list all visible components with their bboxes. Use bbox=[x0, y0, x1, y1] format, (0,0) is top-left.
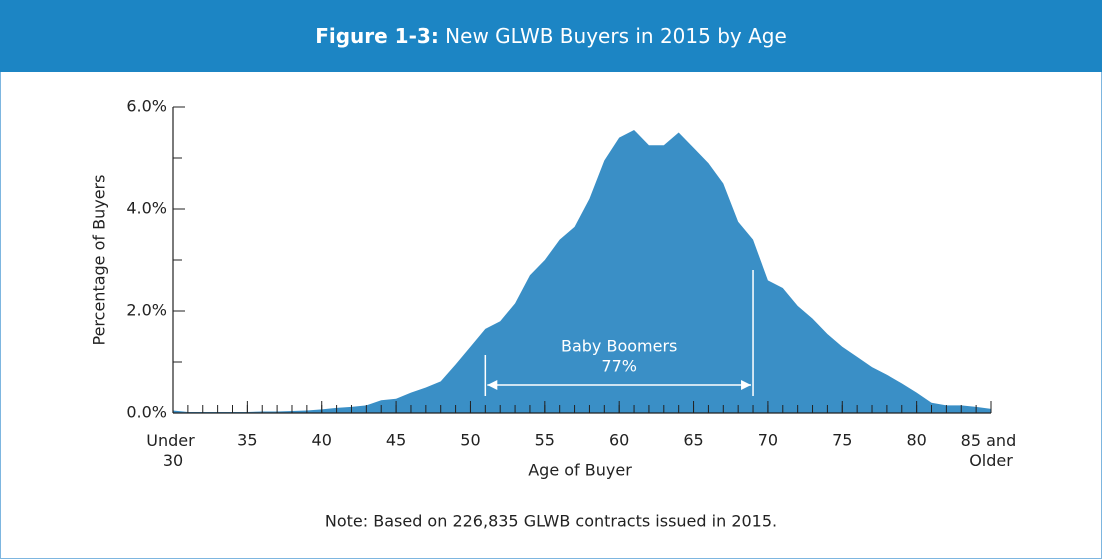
x-tick-label: 55 bbox=[535, 431, 555, 450]
y-tick-label: 0.0% bbox=[126, 403, 167, 422]
title-prefix: Figure 1-3: bbox=[315, 24, 439, 48]
title-text: New GLWB Buyers in 2015 by Age bbox=[445, 24, 787, 48]
y-tick-label: 2.0% bbox=[126, 301, 167, 320]
x-tick-label: 40 bbox=[312, 431, 332, 450]
x-tick-label: 75 bbox=[832, 431, 852, 450]
annotation-share: 77% bbox=[601, 357, 637, 376]
annotation-text: Baby Boomers bbox=[561, 337, 677, 356]
x-axis-label: Age of Buyer bbox=[528, 461, 632, 480]
x-tick-label-line: Older bbox=[969, 451, 1013, 470]
x-tick-label-line: 85 and bbox=[961, 431, 1022, 450]
x-tick-label: 85 and Older bbox=[961, 431, 1022, 470]
x-tick-label: Under 30 bbox=[146, 431, 200, 470]
y-tick-label: 4.0% bbox=[126, 199, 167, 218]
area bbox=[173, 129, 991, 413]
x-tick-label: 65 bbox=[683, 431, 703, 450]
x-tick-label-line: Under bbox=[146, 431, 200, 450]
x-tick-label: 45 bbox=[386, 431, 406, 450]
x-tick-label: 60 bbox=[609, 431, 629, 450]
x-tick-label: 80 bbox=[906, 431, 926, 450]
x-tick-label: 35 bbox=[237, 431, 257, 450]
chart-title: Figure 1-3: New GLWB Buyers in 2015 by A… bbox=[315, 24, 787, 48]
x-tick-label-line: 30 bbox=[163, 451, 183, 470]
note: Note: Based on 226,835 GLWB contracts is… bbox=[325, 512, 777, 531]
y-tick-label: 6.0% bbox=[126, 97, 167, 116]
y-axis-label: Percentage of Buyers bbox=[90, 175, 109, 346]
arrow-head-right bbox=[741, 380, 752, 390]
x-tick-label: 70 bbox=[758, 431, 778, 450]
x-tick-label: 50 bbox=[460, 431, 480, 450]
arrow-head-left bbox=[487, 380, 498, 390]
header bbox=[0, 0, 1102, 72]
